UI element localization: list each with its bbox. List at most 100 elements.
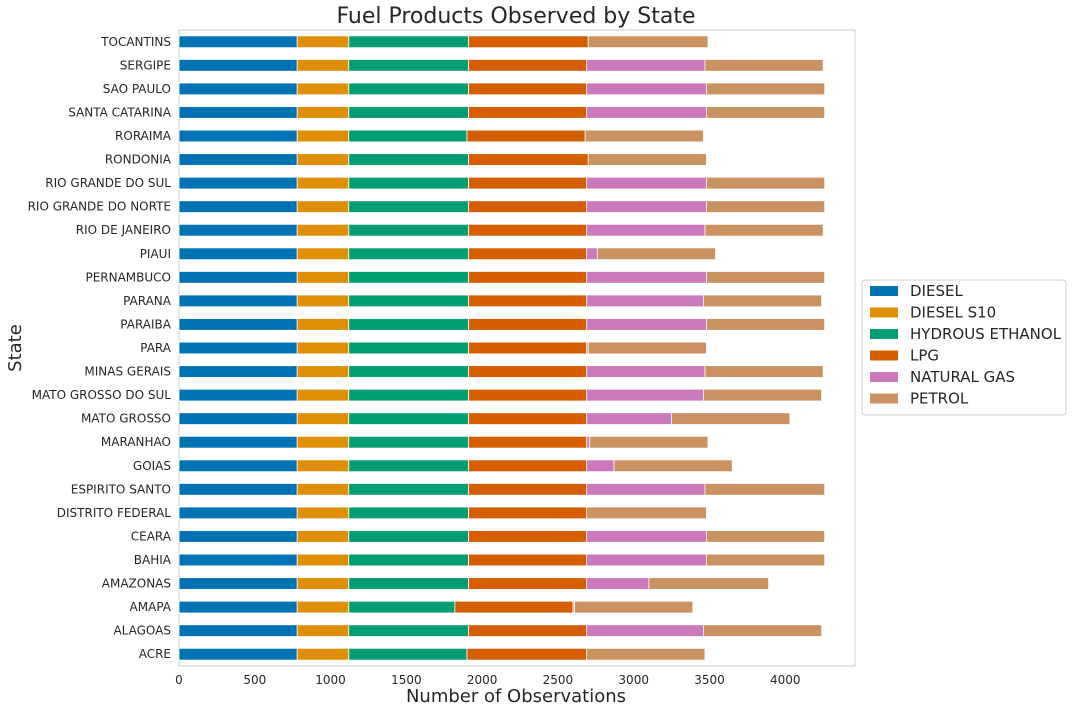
bar-hydrous-ethanol-maranhao — [348, 435, 469, 449]
y-tick-label: SERGIPE — [120, 58, 171, 72]
y-tick-label: ESPIRITO SANTO — [71, 482, 171, 496]
bar-diesel-s10-pernambuco — [296, 271, 350, 284]
y-tick-label: BAHIA — [134, 553, 172, 567]
legend-swatch-diesel-s10 — [870, 307, 898, 318]
y-tick-label: CEARA — [131, 529, 172, 543]
bar-lpg-ceara — [468, 530, 588, 543]
y-tick-label: DISTRITO FEDERAL — [57, 506, 172, 520]
bar-natural-gas-goias — [586, 459, 615, 473]
y-tick-label: PARANA — [123, 294, 172, 308]
bar-natural-gas-parana — [586, 294, 704, 308]
bar-hydrous-ethanol-rio-de-janeiro — [348, 223, 469, 237]
bar-diesel-pernambuco — [178, 271, 298, 284]
y-tick-label: AMAZONAS — [102, 577, 171, 591]
bar-diesel-s10-para — [296, 341, 350, 355]
bar-diesel-alagoas — [178, 624, 298, 637]
bar-diesel-s10-tocantins — [296, 35, 350, 49]
x-tick-label: 3500 — [694, 673, 725, 687]
bar-petrol-sao-paulo — [706, 82, 826, 96]
legend-swatch-petrol — [870, 393, 898, 404]
bar-hydrous-ethanol-ceara — [348, 530, 469, 543]
bar-natural-gas-mato-grosso — [586, 412, 673, 425]
bar-diesel-s10-amazonas — [296, 577, 350, 590]
y-tick-labels: ACRE ALAGOAS AMAPA AMAZONAS BAHIA CEARA DISTRI… — [28, 35, 172, 661]
bar-hydrous-ethanol-distrito-federal — [348, 506, 469, 520]
bar-hydrous-ethanol-paraiba — [348, 318, 469, 331]
bar-natural-gas-espirito-santo — [586, 483, 706, 496]
y-tick-label: PARAIBA — [120, 317, 172, 331]
x-axis-title: Number of Observations — [406, 686, 626, 707]
bar-lpg-minas-gerais — [468, 365, 588, 378]
bar-diesel-parana — [178, 294, 298, 308]
bar-diesel-rio-de-janeiro — [178, 223, 298, 237]
y-tick-label: PERNAMBUCO — [85, 270, 171, 284]
bar-petrol-santa-catarina — [706, 106, 826, 119]
bar-diesel-paraiba — [178, 318, 298, 331]
bar-hydrous-ethanol-mato-grosso — [348, 412, 469, 425]
bar-lpg-alagoas — [468, 624, 588, 637]
bar-diesel-goias — [178, 459, 298, 473]
bar-diesel-s10-goias — [296, 459, 350, 473]
bar-diesel-s10-maranhao — [296, 435, 350, 449]
x-tick-label: 2000 — [467, 673, 498, 687]
bar-petrol-rio-grande-do-norte — [706, 200, 826, 213]
legend: DIESEL DIESEL S10 HYDROUS ETHANOL LPG NATURA… — [861, 279, 1067, 416]
bar-petrol-parana — [703, 294, 823, 308]
legend-swatch-natural-gas — [870, 372, 898, 382]
y-tick-label: ACRE — [139, 647, 171, 661]
bar-hydrous-ethanol-parana — [348, 294, 469, 308]
bar-diesel-sao-paulo — [178, 82, 298, 96]
bar-diesel-espirito-santo — [178, 483, 298, 496]
bar-diesel-bahia — [178, 553, 298, 567]
bar-lpg-mato-grosso-do-sul — [468, 388, 588, 402]
bar-petrol-goias — [613, 459, 733, 473]
y-tick-label: RORAIMA — [115, 129, 172, 143]
bar-diesel-para — [178, 341, 298, 355]
x-tick-label: 2500 — [543, 673, 574, 687]
bar-lpg-piaui — [468, 247, 588, 261]
bar-hydrous-ethanol-bahia — [348, 553, 469, 567]
legend-swatch-diesel — [870, 286, 898, 296]
bar-natural-gas-piaui — [586, 247, 598, 261]
bar-hydrous-ethanol-alagoas — [348, 624, 469, 637]
chart-title: Fuel Products Observed by State — [336, 4, 695, 29]
bar-natural-gas-ceara — [586, 530, 707, 543]
bar-diesel-acre — [178, 647, 298, 661]
bar-petrol-amapa — [574, 600, 694, 614]
y-axis-title: State — [5, 324, 26, 372]
bar-petrol-ceara — [706, 530, 826, 543]
bar-lpg-para — [468, 341, 588, 355]
bar-diesel-s10-sergipe — [296, 59, 350, 72]
bar-diesel-s10-distrito-federal — [296, 506, 350, 520]
bar-diesel-sergipe — [178, 59, 298, 72]
bar-diesel-s10-rio-de-janeiro — [296, 223, 350, 237]
legend-label: DIESEL — [910, 282, 963, 300]
bar-petrol-para — [587, 341, 707, 355]
x-tick-label: 3000 — [618, 673, 649, 687]
legend-swatch-hydrous-ethanol — [870, 329, 898, 339]
bar-lpg-paraiba — [468, 318, 588, 331]
bar-petrol-maranhao — [589, 435, 709, 449]
bar-hydrous-ethanol-amazonas — [348, 577, 469, 590]
bar-hydrous-ethanol-espirito-santo — [348, 483, 469, 496]
bar-diesel-s10-minas-gerais — [296, 365, 350, 378]
bar-lpg-mato-grosso — [468, 412, 588, 425]
y-tick-label: RIO DE JANEIRO — [76, 223, 171, 237]
bar-lpg-acre — [466, 647, 588, 661]
bar-diesel-s10-paraiba — [296, 318, 350, 331]
bar-lpg-sao-paulo — [468, 82, 588, 96]
bar-diesel-piaui — [178, 247, 298, 261]
bar-diesel-minas-gerais — [178, 365, 298, 378]
bar-petrol-piaui — [596, 247, 716, 261]
y-tick-label: RIO GRANDE DO NORTE — [28, 200, 171, 214]
bar-lpg-rio-grande-do-sul — [468, 176, 588, 190]
legend-box — [861, 279, 1067, 416]
bar-natural-gas-maranhao — [586, 435, 591, 449]
bar-petrol-minas-gerais — [704, 365, 824, 378]
legend-label: LPG — [910, 347, 939, 365]
legend-label: PETROL — [910, 390, 969, 408]
bar-diesel-rondonia — [178, 153, 298, 166]
bar-lpg-rondonia — [468, 153, 589, 166]
bar-hydrous-ethanol-santa-catarina — [348, 106, 469, 119]
bar-petrol-alagoas — [703, 624, 823, 637]
